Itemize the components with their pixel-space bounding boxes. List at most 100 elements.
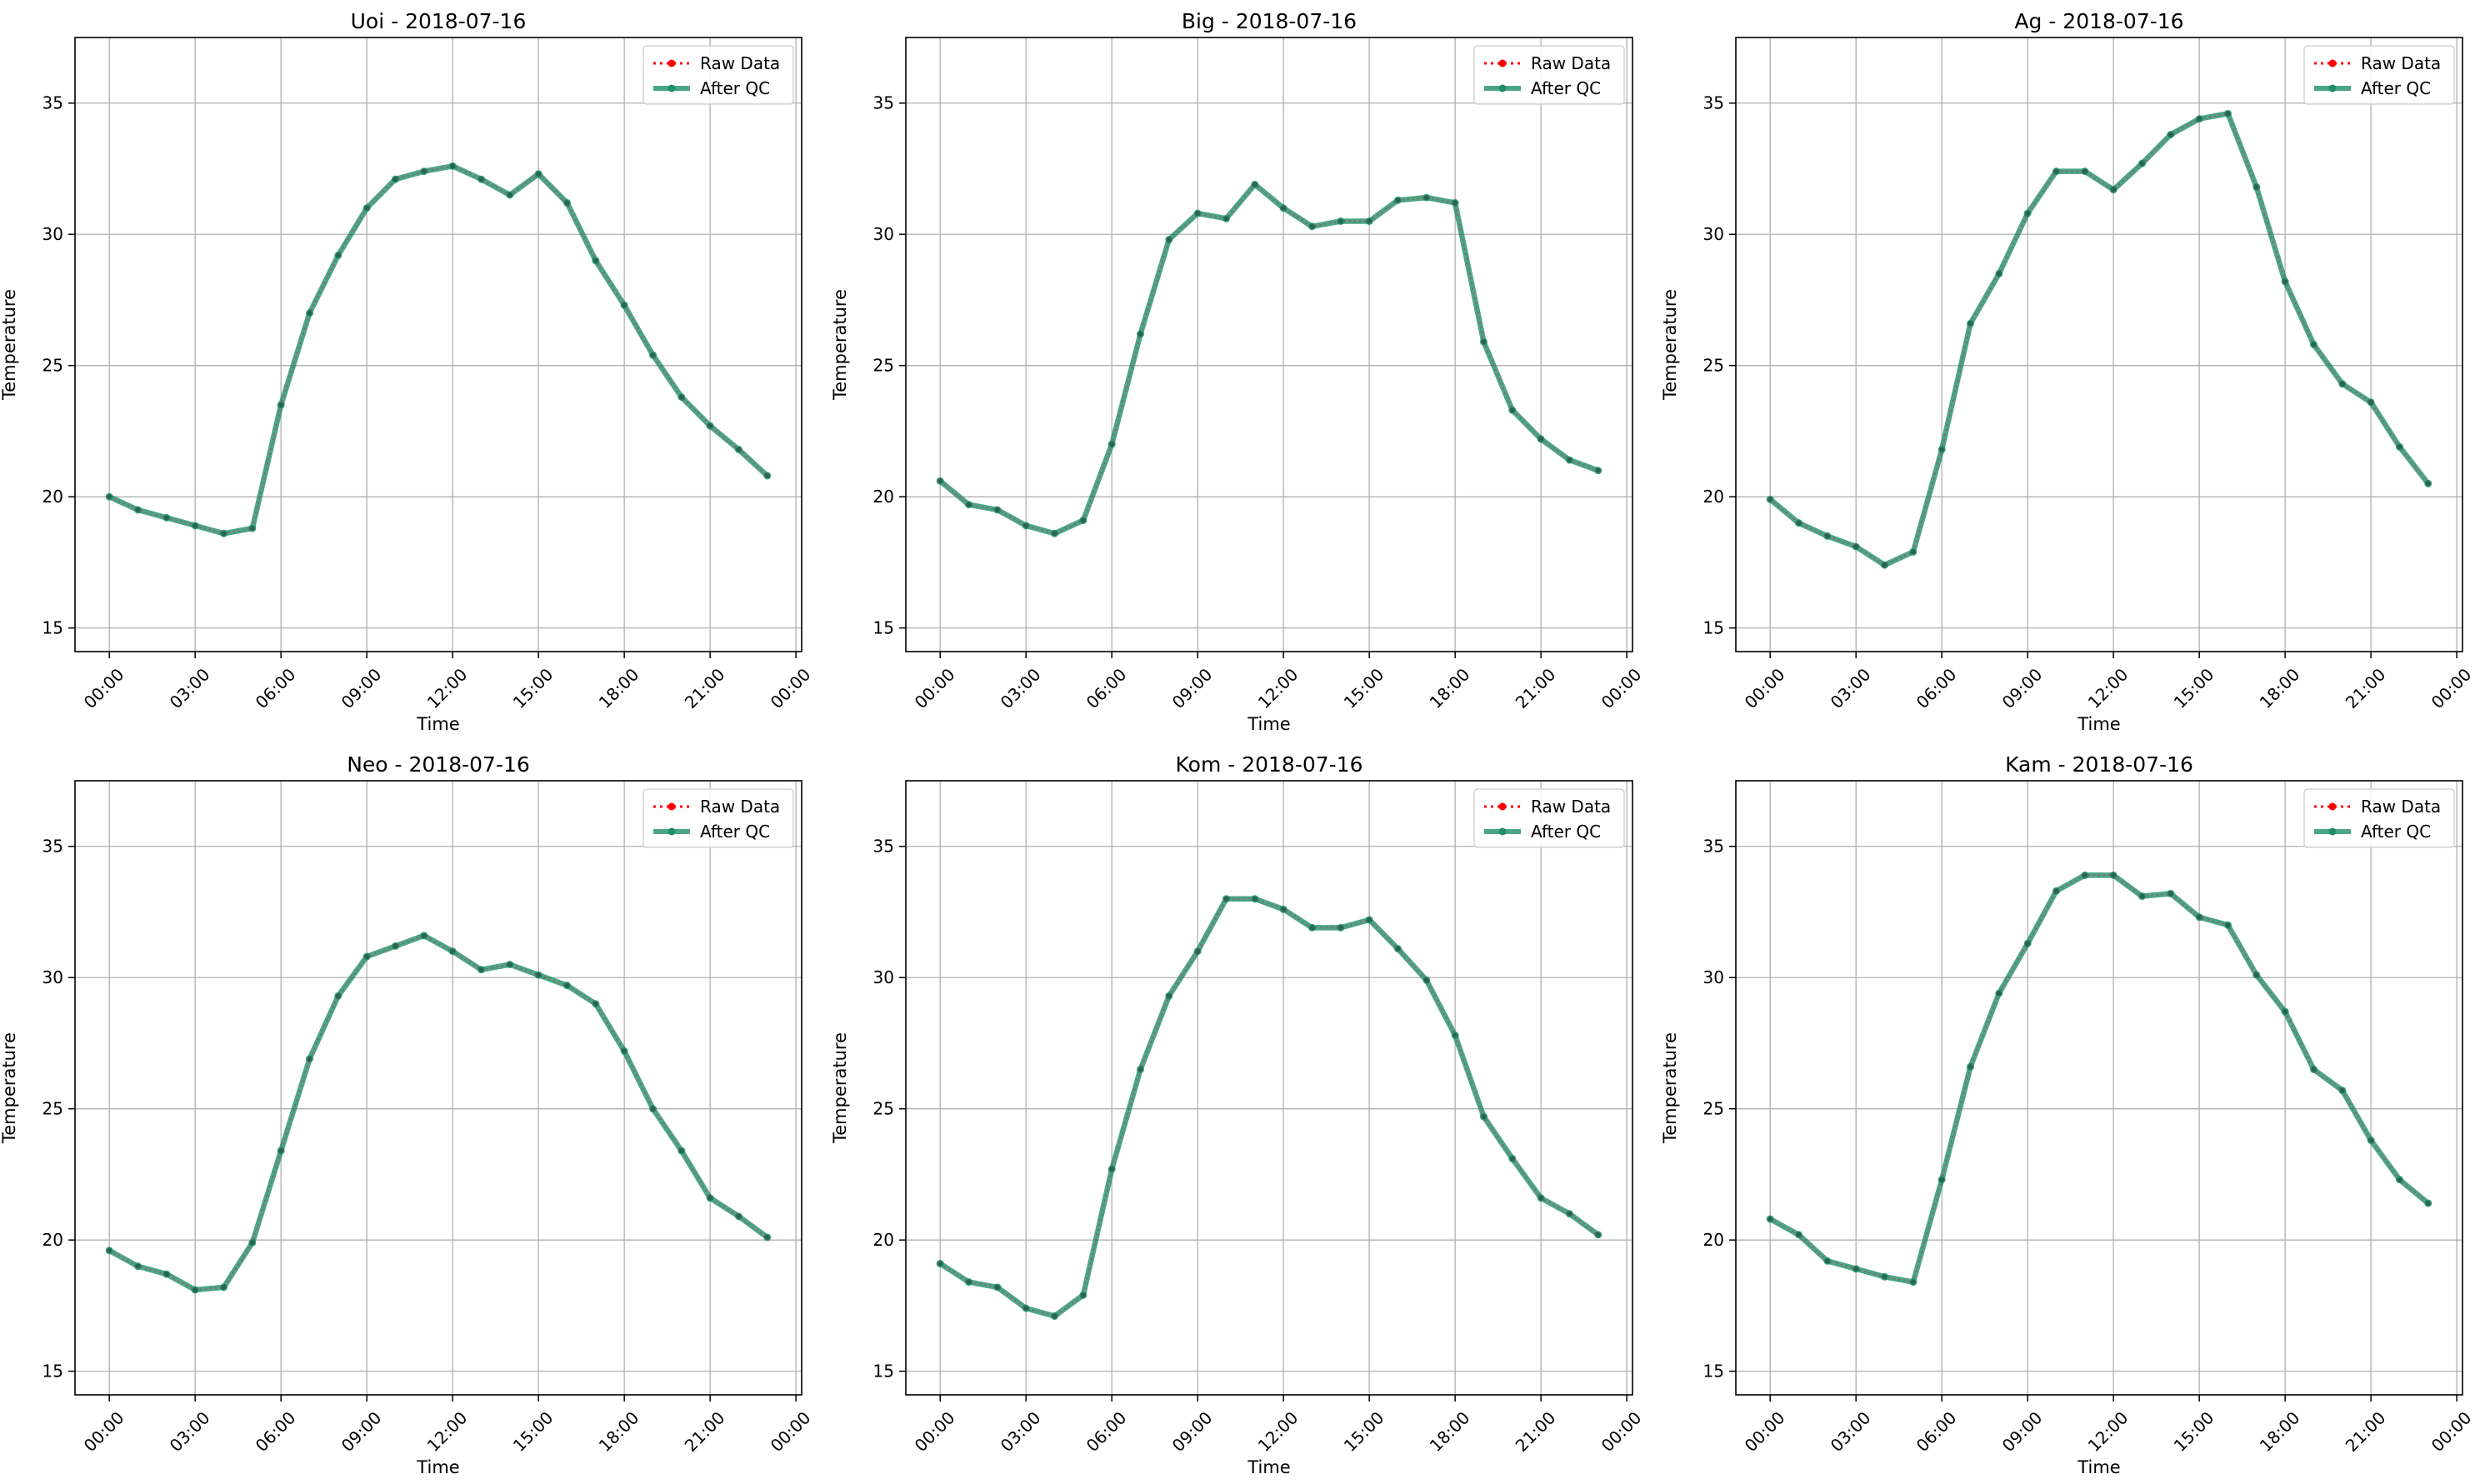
x-tick-label: 06:00: [1082, 664, 1131, 712]
x-tick-label: 18:00: [1426, 664, 1474, 712]
subplot-3: 15 20 25 30 35 00:00 03:00 06:00 09:00 12:00 15:00…: [1660, 9, 2475, 734]
subplot-2: 15 20 25 30 35 00:00 03:00 06:00 09:00 12:00 15:00…: [830, 9, 1645, 734]
y-tick-label: 15: [873, 1362, 894, 1382]
y-tick-label: 15: [1703, 618, 1724, 638]
raw-data-point: [2111, 187, 2117, 192]
x-tick-label: 00:00: [1598, 664, 1646, 712]
raw-data-point: [1338, 925, 1343, 931]
legend-raw-data-label: Raw Data: [1531, 797, 1611, 817]
x-tick-label: 09:00: [1998, 664, 2047, 712]
raw-data-point: [2139, 893, 2145, 899]
legend-raw-data-marker: [668, 802, 676, 811]
raw-data-point: [1281, 205, 1287, 211]
raw-data-point: [1252, 896, 1258, 902]
raw-data-point: [1910, 1279, 1916, 1285]
raw-data-point: [2282, 1009, 2288, 1015]
y-tick-label: 25: [42, 356, 63, 376]
legend-raw-data-label: Raw Data: [2361, 53, 2441, 73]
y-tick-label: 30: [42, 224, 63, 244]
legend-raw-data-marker: [2328, 59, 2337, 67]
raw-data-point: [450, 948, 456, 954]
x-tick-label: 21:00: [2342, 1407, 2390, 1456]
raw-data-point: [1052, 1313, 1058, 1319]
y-tick-label: 20: [873, 487, 894, 507]
raw-data-point: [163, 1272, 169, 1277]
raw-data-point: [2311, 342, 2317, 347]
y-axis-label: Temperature: [830, 1032, 850, 1144]
raw-data-point: [1195, 948, 1201, 954]
y-axis-label: Temperature: [1660, 1032, 1680, 1144]
raw-data-point: [1423, 977, 1429, 983]
x-tick-label: 21:00: [681, 664, 729, 712]
raw-data-point: [1138, 331, 1143, 337]
raw-data-point: [192, 1287, 198, 1293]
legend-after-qc-label: After QC: [2361, 78, 2431, 98]
legend-after-qc-label: After QC: [1531, 822, 1601, 842]
y-tick-label: 25: [873, 356, 894, 376]
subplot-4: 15 20 25 30 35 00:00 03:00 06:00 09:00 12:00 15:00…: [0, 752, 814, 1477]
raw-data-point: [1595, 467, 1601, 473]
x-tick-label: 12:00: [1254, 664, 1302, 712]
raw-data-point: [1509, 407, 1515, 413]
raw-data-point: [1768, 497, 1773, 502]
raw-data-point: [421, 168, 427, 174]
axes-frame: [74, 780, 802, 1396]
legend: Raw Data After QC: [2303, 788, 2455, 848]
x-tick-label: 00:00: [911, 664, 959, 712]
raw-data-point: [1567, 457, 1572, 463]
raw-data-point: [1968, 321, 1973, 327]
raw-data-point: [678, 1148, 684, 1154]
x-tick-label: 12:00: [1254, 1407, 1302, 1456]
raw-data-point: [221, 1284, 227, 1290]
y-axis-label: Temperature: [1660, 289, 1680, 401]
axes-frame: [905, 780, 1633, 1396]
raw-data-point: [650, 1106, 656, 1112]
raw-data-point: [2282, 278, 2288, 284]
raw-data-point: [938, 478, 943, 484]
raw-data-point: [1939, 1177, 1945, 1182]
raw-data-point: [938, 1261, 943, 1267]
raw-data-point: [1968, 1064, 1973, 1070]
x-tick-label: 00:00: [2428, 1407, 2476, 1456]
series-after-qc-line: [937, 896, 1602, 1319]
legend: Raw Data After QC: [1473, 45, 1625, 105]
legend-after-qc-label: After QC: [700, 822, 770, 842]
series-raw-data-line: [1769, 874, 2429, 1283]
raw-data-point: [1567, 1211, 1572, 1217]
raw-data-point: [622, 302, 628, 308]
raw-data-point: [2425, 481, 2431, 487]
x-tick-label: 12:00: [423, 664, 472, 712]
y-tick-label: 35: [1703, 93, 1724, 113]
x-tick-label: 12:00: [423, 1407, 472, 1456]
raw-data-point: [1910, 549, 1916, 555]
raw-data-point: [1309, 925, 1315, 931]
raw-data-point: [1395, 197, 1401, 203]
raw-data-point: [708, 1195, 713, 1201]
y-axis-label: Temperature: [830, 289, 850, 401]
raw-data-point: [1796, 520, 1802, 526]
raw-data-point: [278, 1148, 284, 1154]
raw-data-point: [1481, 1114, 1487, 1120]
raw-data-point: [966, 502, 972, 507]
raw-data-point: [2168, 891, 2173, 897]
raw-data-point: [421, 932, 427, 938]
x-tick-label: 18:00: [2256, 664, 2304, 712]
raw-data-point: [678, 394, 684, 400]
x-tick-label: 21:00: [681, 1407, 729, 1456]
legend-after-qc-marker: [668, 84, 676, 92]
raw-data-point: [1996, 271, 2002, 277]
raw-data-point: [2368, 399, 2374, 405]
y-tick-label: 35: [873, 837, 894, 857]
raw-data-point: [536, 972, 542, 978]
raw-data-point: [364, 205, 370, 211]
raw-data-point: [1367, 917, 1372, 922]
y-tick-label: 15: [42, 1362, 63, 1382]
raw-data-point: [994, 1284, 1000, 1290]
raw-data-point: [1109, 1167, 1115, 1172]
raw-data-point: [1281, 907, 1287, 912]
raw-data-point: [2197, 914, 2202, 920]
raw-data-point: [335, 252, 341, 258]
legend: Raw Data After QC: [642, 45, 794, 105]
raw-data-point: [2225, 922, 2231, 928]
raw-data-point: [249, 525, 255, 531]
